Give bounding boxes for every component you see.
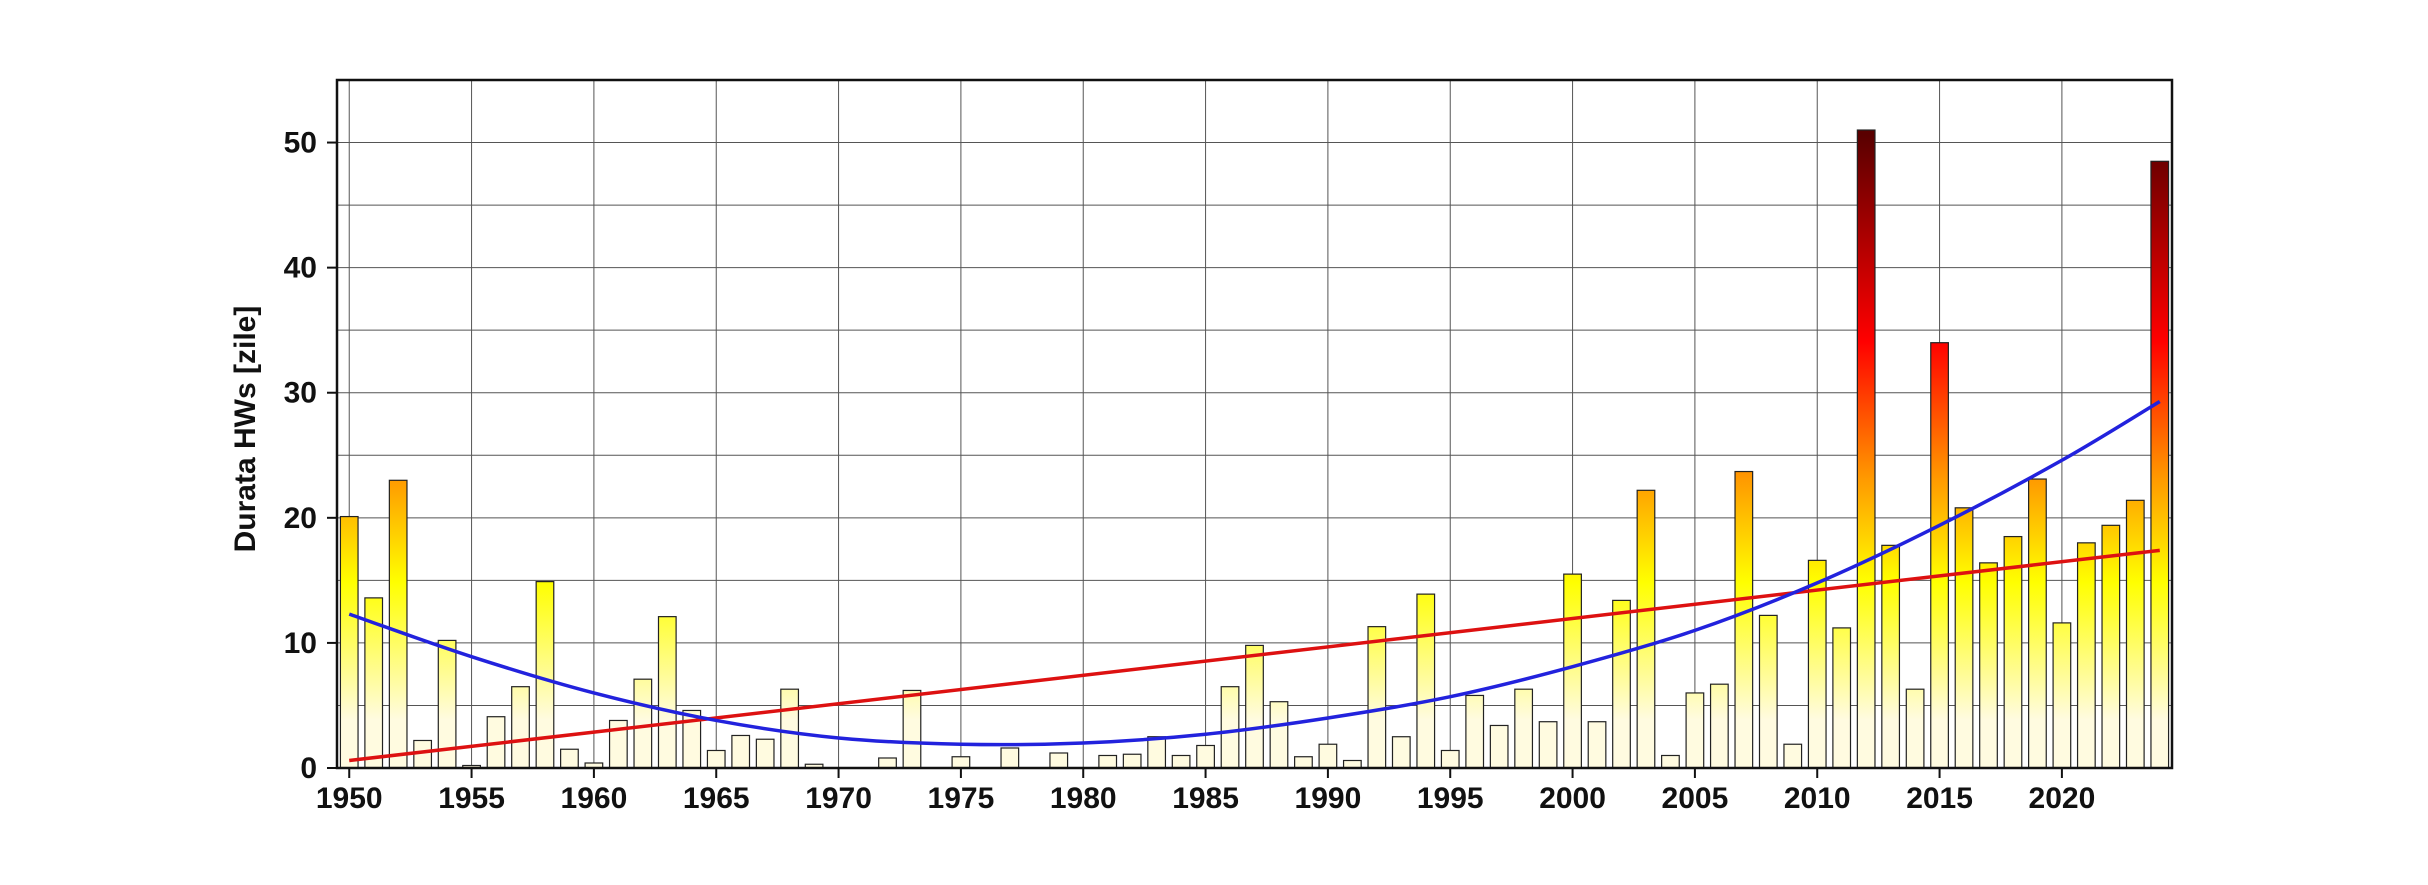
bar-1977 [1000, 747, 1020, 769]
bar-1990 [1318, 743, 1338, 769]
y-tick-label: 30 [284, 377, 317, 410]
bar-1988 [1269, 701, 1289, 769]
bar-1993 [1391, 736, 1411, 769]
bar-1996 [1465, 694, 1485, 769]
x-tick-label: 2010 [1784, 782, 1851, 815]
bar-2019 [2028, 478, 2047, 769]
plot-frame [335, 78, 2174, 770]
y-tick-label: 50 [284, 127, 317, 160]
x-tick-label: 2000 [1539, 782, 1606, 815]
axis-ticks: 1950 1955 1960 1965 1970 1975 1980 1985 1990 1995… [284, 127, 2096, 815]
linear-trend-line [349, 548, 2160, 763]
bar-1984 [1171, 754, 1191, 769]
bar-1968 [780, 688, 800, 769]
bar-2006 [1709, 683, 1729, 769]
bar-1994 [1416, 593, 1436, 769]
bar-2007 [1734, 470, 1754, 769]
bar-1972 [878, 757, 897, 769]
bar-1957 [511, 686, 530, 769]
bar-1989 [1294, 756, 1313, 769]
bar-1982 [1122, 753, 1142, 769]
bar-1983 [1147, 736, 1167, 769]
y-tick-label: 0 [300, 752, 317, 785]
y-tick-label: 10 [284, 627, 317, 660]
x-tick-label: 2015 [1906, 782, 1973, 815]
y-tick-label: 40 [284, 252, 317, 285]
bar-2015 [1930, 342, 1949, 769]
bar-2023 [2125, 499, 2145, 769]
bar-1985 [1196, 744, 1215, 769]
bar-1962 [633, 678, 653, 769]
bar-2009 [1783, 743, 1803, 769]
bar-1995 [1440, 749, 1460, 769]
bar-2011 [1832, 627, 1852, 769]
bar-2018 [2003, 535, 2023, 769]
bar-2024 [2150, 160, 2170, 769]
y-axis-label: Durata HWs [zile] [229, 306, 262, 553]
x-tick-label: 1965 [683, 782, 750, 815]
bar-2014 [1905, 688, 1925, 769]
x-tick-label: 2005 [1662, 782, 1729, 815]
bar-2008 [1758, 614, 1778, 769]
bar-2013 [1881, 544, 1901, 769]
x-tick-label: 1995 [1417, 782, 1484, 815]
bar-1963 [657, 616, 677, 769]
x-tick-label: 1955 [438, 782, 505, 815]
bar-1997 [1489, 724, 1509, 769]
bar-1950 [339, 515, 359, 769]
x-tick-label: 1960 [561, 782, 628, 815]
bar-1979 [1049, 752, 1069, 769]
bar-1966 [731, 734, 751, 769]
bar-1987 [1245, 644, 1264, 769]
bar-2022 [2101, 524, 2121, 769]
bar-2001 [1587, 721, 1607, 769]
x-tick-label: 1990 [1295, 782, 1362, 815]
polynomial-trend-line [348, 399, 2161, 747]
bar-2003 [1636, 489, 1656, 769]
bar-1967 [755, 738, 775, 769]
bar-1973 [902, 689, 922, 769]
bar-1999 [1538, 721, 1558, 769]
bar-1975 [951, 756, 971, 769]
bar-2002 [1612, 599, 1631, 769]
bar-1998 [1514, 688, 1534, 769]
x-tick-label: 2020 [2029, 782, 2096, 815]
bar-1981 [1098, 754, 1118, 769]
bar-2021 [2076, 542, 2096, 769]
bar-2005 [1685, 692, 1705, 769]
x-tick-label: 1980 [1050, 782, 1117, 815]
bar-1992 [1367, 626, 1387, 769]
bar-2012 [1856, 129, 1876, 769]
x-tick-label: 1950 [316, 782, 383, 815]
bar-1959 [560, 748, 579, 769]
bars [339, 129, 2170, 769]
bar-1986 [1220, 686, 1240, 769]
trend-lines [348, 399, 2161, 763]
x-tick-label: 1985 [1172, 782, 1239, 815]
bar-2004 [1661, 754, 1680, 769]
bar-1952 [388, 479, 408, 769]
bar-1965 [706, 749, 726, 769]
bar-2016 [1954, 507, 1974, 769]
bar-2000 [1563, 573, 1582, 769]
x-tick-label: 1970 [805, 782, 872, 815]
bar-2020 [2052, 622, 2072, 769]
y-tick-label: 20 [284, 502, 317, 535]
bar-2017 [1979, 562, 1998, 769]
x-tick-label: 1975 [928, 782, 995, 815]
